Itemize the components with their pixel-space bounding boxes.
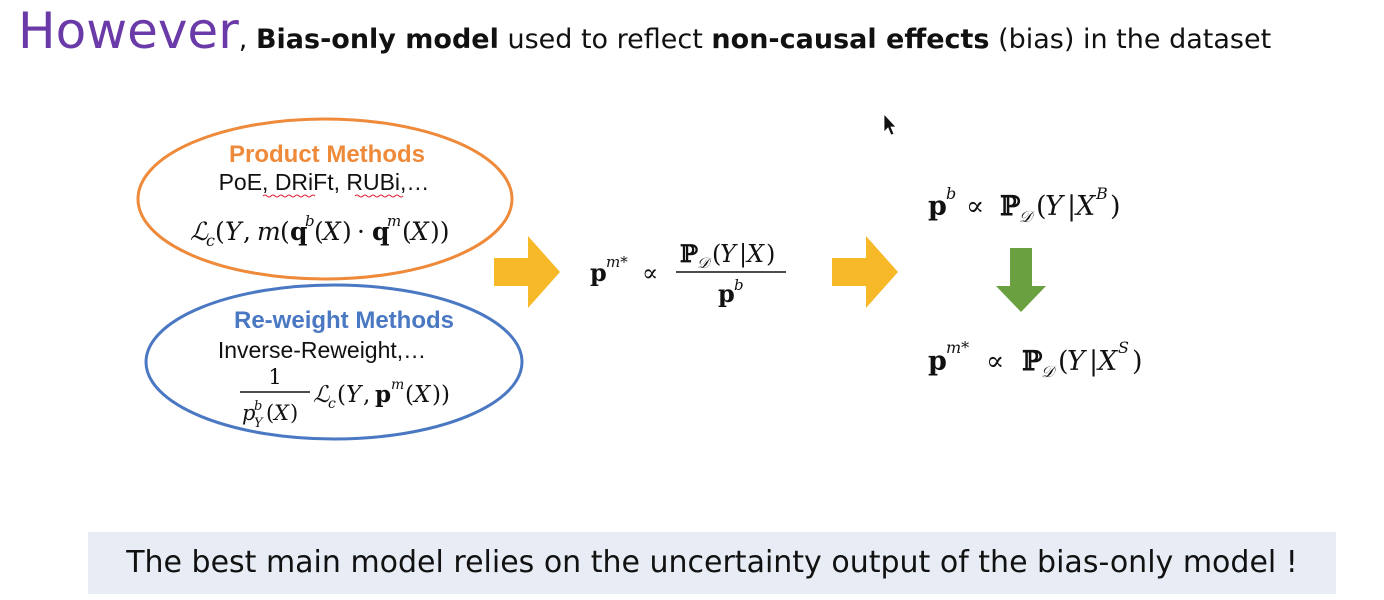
- svg-text:c: c: [206, 231, 215, 250]
- svg-text:|: |: [739, 240, 747, 269]
- svg-text:p: p: [242, 401, 255, 425]
- svg-text:X: X: [409, 217, 430, 246]
- svg-text:p: p: [928, 191, 947, 222]
- svg-text:q: q: [290, 217, 307, 246]
- svg-text:ℙ: ℙ: [1000, 191, 1021, 222]
- svg-text:)): )): [430, 217, 450, 246]
- svg-text:b: b: [254, 399, 262, 414]
- svg-text:p: p: [718, 279, 735, 308]
- svg-text:(: (: [405, 382, 414, 408]
- svg-text:q: q: [372, 217, 389, 246]
- svg-text:(: (: [337, 382, 346, 408]
- svg-text:Y: Y: [225, 217, 244, 246]
- svg-text:B: B: [1095, 184, 1108, 203]
- svg-text:b: b: [305, 212, 315, 230]
- svg-text:𝒟: 𝒟: [697, 254, 712, 272]
- reweight-examples: Inverse-Reweight,…: [218, 337, 426, 363]
- svg-text:p: p: [590, 258, 607, 287]
- title-tail: (bias) in the dataset: [989, 24, 1272, 55]
- title-mid: used to reflect: [498, 24, 712, 55]
- svg-text:(: (: [1036, 191, 1047, 222]
- svg-text:c: c: [328, 396, 336, 412]
- svg-text:(: (: [280, 217, 290, 246]
- svg-text:∝: ∝: [966, 191, 984, 222]
- svg-text:1: 1: [268, 365, 281, 389]
- product-examples: PoE, DRiFt, RUBi,…: [219, 169, 430, 195]
- svg-text:|: |: [1067, 191, 1076, 222]
- svg-text:p: p: [928, 346, 947, 377]
- svg-text:∝: ∝: [642, 259, 658, 287]
- svg-text:m: m: [391, 377, 404, 393]
- svg-text:ℒ: ℒ: [313, 382, 330, 408]
- svg-text:): ): [1132, 346, 1143, 377]
- svg-text:Y: Y: [1045, 191, 1065, 222]
- svg-text:|: |: [1089, 346, 1098, 377]
- svg-text:,: ,: [363, 382, 370, 408]
- svg-text:·: ·: [357, 217, 365, 246]
- svg-text:ℙ: ℙ: [680, 239, 698, 268]
- spell-underline-drift: [262, 194, 316, 198]
- svg-text:(: (: [1058, 346, 1069, 377]
- svg-text:Y: Y: [720, 240, 738, 268]
- product-ellipse: [136, 117, 514, 281]
- middle-formula: p m* ∝ ℙ 𝒟 ( Y | X ) p b: [590, 239, 786, 308]
- svg-text:X: X: [1074, 191, 1097, 222]
- svg-text:(: (: [402, 217, 412, 246]
- spell-underline-rubi: [354, 194, 404, 198]
- reweight-formula: 1 p b Y ( X ) ℒ c ( Y , p m ( X )): [240, 365, 450, 431]
- right-top-formula: p b ∝ ℙ 𝒟 ( Y | X B ): [928, 184, 1121, 226]
- svg-text:X: X: [412, 382, 432, 408]
- bottom-note: The best main model relies on the uncert…: [126, 545, 1298, 580]
- right-bottom-formula: p m* ∝ ℙ 𝒟 ( Y | X S ): [928, 338, 1143, 381]
- svg-text:): ): [290, 401, 298, 425]
- bottom-note-box: [88, 532, 1336, 594]
- title-bold-non-causal: non-causal effects: [711, 24, 990, 55]
- svg-text:m: m: [257, 217, 281, 246]
- svg-text:ℒ: ℒ: [190, 217, 209, 246]
- product-formula: ℒ c ( Y , m ( q b ( X ) · q m ( X )): [190, 212, 450, 250]
- svg-text:Y: Y: [346, 382, 364, 408]
- svg-text:p: p: [375, 381, 391, 408]
- title-however: However: [18, 2, 239, 60]
- svg-text:X: X: [1096, 346, 1119, 377]
- svg-text:X: X: [745, 240, 765, 268]
- slide-title: However, Bias-only model used to reflect…: [18, 2, 1271, 62]
- reweight-ellipse: [144, 283, 524, 441]
- title-comma: ,: [238, 24, 256, 55]
- svg-text:): ): [1110, 191, 1121, 222]
- svg-text:): ): [766, 240, 775, 268]
- reweight-heading: Re-weight Methods: [234, 307, 454, 334]
- svg-text:m: m: [387, 212, 401, 230]
- svg-text:Y: Y: [1067, 346, 1087, 377]
- svg-text:,: ,: [243, 217, 251, 246]
- svg-text:b: b: [946, 184, 956, 203]
- svg-text:(: (: [266, 401, 274, 425]
- svg-text:(: (: [215, 217, 225, 246]
- product-heading: Product Methods: [229, 141, 425, 168]
- svg-text:𝒟: 𝒟: [1041, 362, 1057, 381]
- svg-text:𝒟: 𝒟: [1019, 207, 1035, 226]
- arrow-right-1: [494, 236, 560, 308]
- arrow-right-2: [832, 236, 898, 308]
- svg-text:b: b: [734, 276, 744, 294]
- svg-text:)): )): [432, 382, 450, 408]
- title-bold-bias-only: Bias-only model: [255, 24, 499, 55]
- svg-text:X: X: [272, 401, 290, 425]
- svg-text:): ): [342, 217, 352, 246]
- svg-text:∝: ∝: [986, 346, 1004, 377]
- svg-text:(: (: [314, 217, 324, 246]
- svg-text:(: (: [712, 240, 721, 268]
- arrow-down: [996, 248, 1046, 312]
- svg-text:m*: m*: [946, 338, 969, 357]
- mouse-cursor-icon: [883, 112, 897, 136]
- svg-text:m*: m*: [606, 253, 628, 271]
- svg-text:X: X: [321, 217, 342, 246]
- svg-text:ℙ: ℙ: [1022, 346, 1043, 377]
- svg-text:S: S: [1118, 338, 1129, 357]
- svg-text:Y: Y: [254, 416, 264, 431]
